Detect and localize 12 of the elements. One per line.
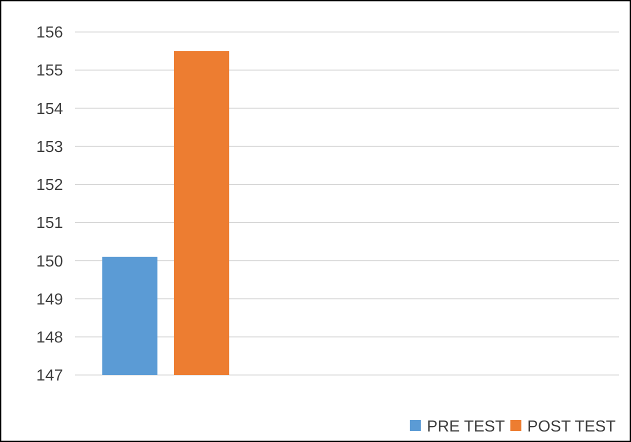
y-tick-label: 149 [36,291,64,308]
y-tick-label: 152 [36,177,64,194]
y-tick-label: 151 [36,215,64,232]
legend-label: PRE TEST [426,418,506,436]
legend-label: POST TEST [527,418,616,436]
y-tick-label: 154 [36,100,64,118]
y-tick-label: 147 [36,368,64,385]
y-tick-label: 155 [36,62,64,80]
y-tick-label: 153 [36,138,64,156]
y-tick-label: 148 [36,329,64,346]
y-tick-label: 150 [36,253,64,270]
y-tick-label: 156 [36,24,64,42]
